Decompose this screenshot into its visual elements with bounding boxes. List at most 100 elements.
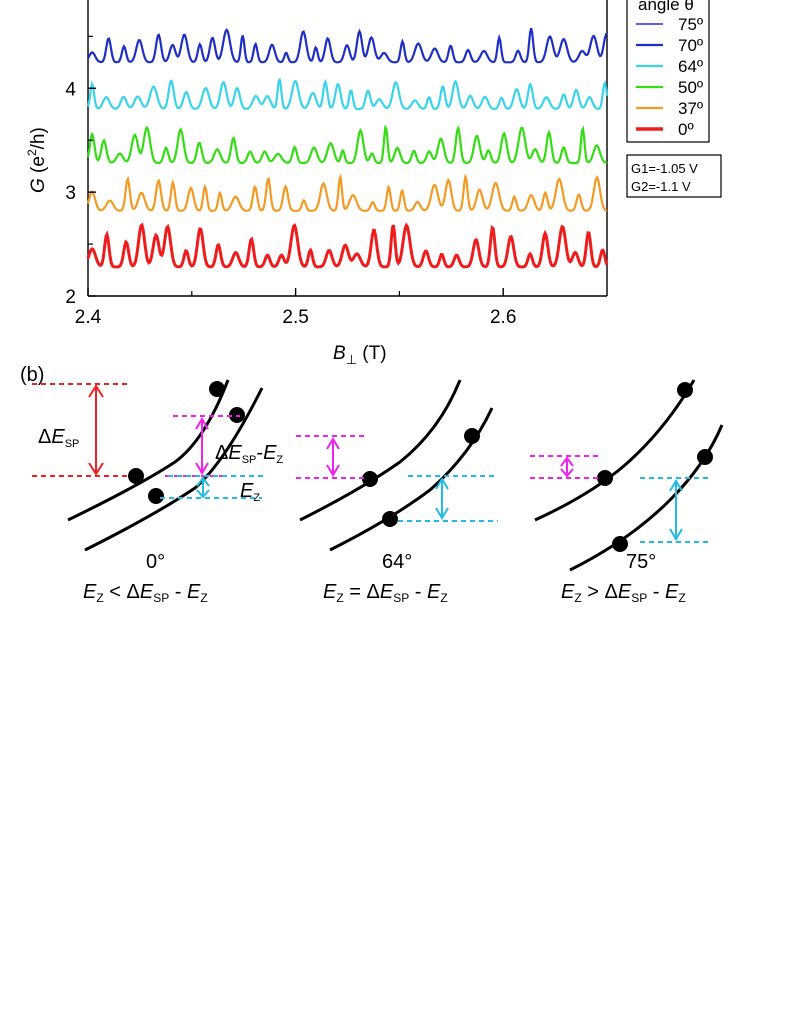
tick-layer: 2.4 2.5 2.6 2 3 4 bbox=[65, 35, 516, 328]
relation-symbol: < bbox=[104, 581, 127, 603]
arrow-head bbox=[560, 456, 574, 467]
arrow-head bbox=[88, 462, 104, 476]
x-tick-label: 2.5 bbox=[282, 307, 308, 328]
e-symbol: E bbox=[240, 480, 254, 502]
y-axis-label: G (e2/h) bbox=[25, 127, 49, 193]
z-subscript: Z bbox=[678, 591, 685, 605]
angle-label: 64° bbox=[382, 551, 412, 573]
legend-entry-label: 64º bbox=[678, 57, 703, 76]
sp-subscript: SP bbox=[153, 591, 169, 605]
arrow-head bbox=[88, 384, 104, 398]
level-dot bbox=[464, 428, 480, 444]
minus-symbol: - bbox=[647, 581, 665, 603]
z-subscript: Z bbox=[253, 492, 260, 504]
y-tick-label: 4 bbox=[65, 79, 76, 100]
arrow-head bbox=[669, 479, 683, 492]
legend-entry-label: 50º bbox=[678, 78, 703, 97]
delta-symbol: Δ bbox=[126, 581, 139, 603]
angle-label: 0° bbox=[146, 551, 165, 573]
arrow-head bbox=[196, 476, 210, 487]
level-dot bbox=[382, 511, 398, 527]
diagram-75deg: 75° EZ > ΔESP - EZ bbox=[530, 379, 724, 605]
e-symbol: E bbox=[263, 442, 277, 464]
legend-entry-label: 0º bbox=[678, 120, 694, 139]
level-curve-upper bbox=[67, 379, 230, 522]
level-dot bbox=[597, 470, 613, 486]
sp-subscript: SP bbox=[242, 454, 257, 466]
e-symbol: E bbox=[561, 581, 575, 603]
arrow-head bbox=[195, 462, 209, 475]
minus-symbol: - bbox=[169, 581, 187, 603]
x-axis-label: B⊥ (T) bbox=[333, 343, 387, 367]
condition-label: EZ = ΔESP - EZ bbox=[323, 581, 448, 605]
series-layer bbox=[86, 27, 609, 269]
delta-symbol: Δ bbox=[38, 426, 51, 448]
z-subscript: Z bbox=[276, 454, 283, 466]
x-axis-label-unit: (T) bbox=[357, 343, 387, 364]
legend-rows: 75º 70º 64º 50º 37º 0º bbox=[636, 15, 703, 139]
level-dot bbox=[362, 471, 378, 487]
relation-symbol: = bbox=[344, 581, 367, 603]
delta-symbol: Δ bbox=[366, 581, 379, 603]
panel-b: (b) ΔESP ΔESP-EZ bbox=[20, 364, 724, 605]
z-subscript: Z bbox=[96, 591, 103, 605]
angle-label: 75° bbox=[626, 551, 656, 573]
condition-label: EZ < ΔESP - EZ bbox=[83, 581, 208, 605]
x-axis-label-sub: ⊥ bbox=[346, 352, 357, 367]
diagram-64deg: 64° EZ = ΔESP - EZ bbox=[296, 379, 498, 605]
minus-symbol: - bbox=[409, 581, 427, 603]
condition-label: EZ > ΔESP - EZ bbox=[561, 581, 686, 605]
e-symbol: E bbox=[665, 581, 679, 603]
sp-subscript: SP bbox=[65, 438, 80, 450]
delta-symbol: Δ bbox=[604, 581, 617, 603]
gate-voltage-g1: G1=-1.05 V bbox=[631, 161, 698, 176]
panel-b-label: (b) bbox=[20, 364, 44, 386]
series-line-37deg bbox=[86, 173, 608, 212]
arrow-head bbox=[560, 468, 574, 478]
ez-label: EZ bbox=[240, 480, 260, 504]
e-symbol: E bbox=[427, 581, 441, 603]
level-curve-lower bbox=[84, 387, 264, 552]
arrow-head bbox=[326, 437, 340, 450]
relation-symbol: > bbox=[582, 581, 605, 603]
e-symbol: E bbox=[187, 581, 201, 603]
y-axis-label-symbol: G bbox=[28, 178, 49, 193]
level-dot bbox=[677, 382, 693, 398]
arrow-head bbox=[435, 477, 449, 490]
gate-voltage-g2: G2=-1.1 V bbox=[631, 179, 691, 194]
z-subscript: Z bbox=[574, 591, 581, 605]
y-tick-label: 3 bbox=[65, 183, 76, 204]
x-axis-label-symbol: B bbox=[333, 343, 346, 364]
level-dot bbox=[148, 488, 164, 504]
e-symbol: E bbox=[380, 581, 394, 603]
delta-symbol: Δ bbox=[215, 442, 228, 464]
legend-entry-label: 37º bbox=[678, 99, 703, 118]
arrow-head bbox=[196, 489, 210, 499]
diagram-0deg: ΔESP ΔESP-EZ EZ 0° EZ < ΔESP - EZ bbox=[32, 379, 283, 605]
level-curve-upper bbox=[534, 379, 696, 522]
series-line-50deg bbox=[86, 124, 608, 165]
e-symbol: E bbox=[140, 581, 154, 603]
gate-voltage-frame bbox=[626, 154, 722, 198]
arrow-head bbox=[435, 507, 449, 520]
sp-subscript: SP bbox=[393, 591, 409, 605]
x-tick-label: 2.6 bbox=[490, 307, 516, 328]
y-tick-label: 2 bbox=[65, 287, 76, 308]
e-symbol: E bbox=[228, 442, 242, 464]
legend: angle θ 75º 70º 64º 50º 37º 0º bbox=[626, 0, 710, 143]
level-dot bbox=[209, 381, 225, 397]
arrow-head bbox=[326, 464, 340, 477]
level-curve-upper bbox=[299, 379, 462, 522]
e-symbol: E bbox=[323, 581, 337, 603]
delta-e-sp-label: ΔESP bbox=[38, 426, 79, 450]
arrow-head bbox=[669, 528, 683, 541]
e-symbol: E bbox=[618, 581, 632, 603]
minus-symbol: - bbox=[256, 442, 263, 464]
series-line-0deg bbox=[86, 222, 609, 269]
delta-e-sp-minus-ez-label: ΔESP-EZ bbox=[215, 442, 283, 466]
e-symbol: E bbox=[51, 426, 65, 448]
arrow-head bbox=[195, 417, 209, 430]
legend-entry-label: 75º bbox=[678, 15, 703, 34]
